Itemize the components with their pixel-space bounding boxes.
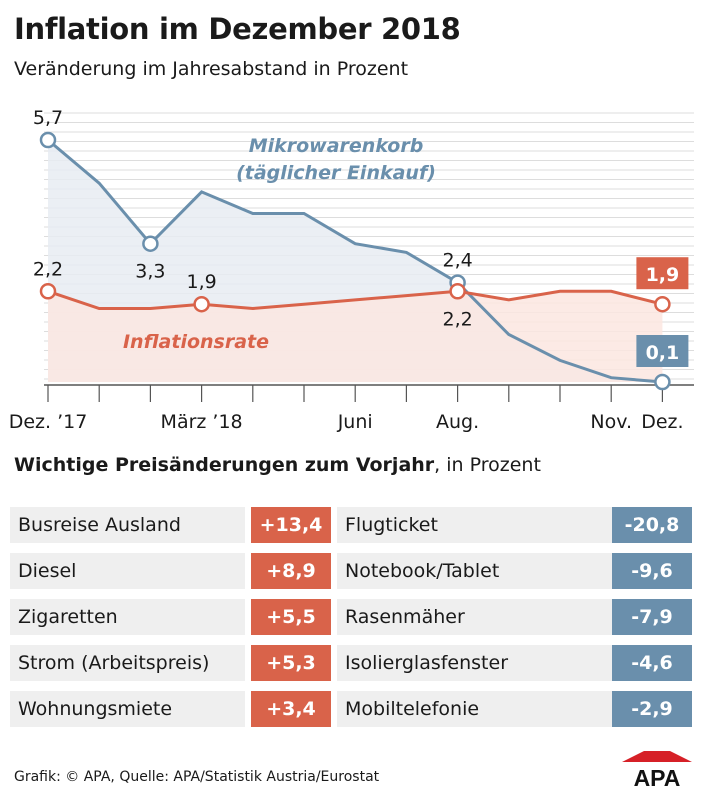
mikrowarenkorb-point-marker xyxy=(142,235,159,252)
inflationsrate-line xyxy=(47,289,663,311)
x-tick-label: Nov. xyxy=(590,411,632,433)
legend-mikrowarenkorb-sub: (täglicher Einkauf) xyxy=(236,162,436,184)
increase-row: Strom (Arbeitspreis) +5,3 xyxy=(10,645,331,681)
value-label: 2,4 xyxy=(442,250,472,272)
x-tick-label: Juni xyxy=(337,411,373,433)
increase-label: Diesel xyxy=(10,553,245,589)
inflationsrate-point-marker xyxy=(193,295,210,313)
legend-mikrowarenkorb: Mikrowarenkorb xyxy=(249,135,424,157)
increase-label: Strom (Arbeitspreis) xyxy=(10,645,245,681)
mikrowarenkorb-point-marker xyxy=(39,131,57,149)
price-changes-title: Wichtige Preisänderungen zum Vorjahr, in… xyxy=(14,454,541,476)
value-label: 0,1 xyxy=(646,342,680,364)
inflation-line-chart: Dez. ’17 März ’18 Juni Aug. Nov. Dez. 5,7 3,3 2… xyxy=(9,107,694,433)
increase-value: +8,9 xyxy=(251,553,331,589)
value-label: 1,9 xyxy=(186,271,216,293)
increase-row: Busreise Ausland +13,4 xyxy=(10,507,331,543)
increase-label: Wohnungsmiete xyxy=(10,691,245,727)
price-changes-title-rest: , in Prozent xyxy=(434,454,541,476)
decrease-row: Notebook/Tablet -9,6 xyxy=(337,553,692,589)
legend-inflationsrate: Inflationsrate xyxy=(123,331,269,353)
decrease-value: -7,9 xyxy=(612,599,692,635)
increase-row: Zigaretten +5,5 xyxy=(10,599,331,635)
increase-label: Busreise Ausland xyxy=(10,507,245,543)
x-tick-label: Dez. xyxy=(641,411,683,433)
decrease-value: -20,8 xyxy=(612,507,692,543)
value-label-box xyxy=(636,335,689,367)
increase-value: +13,4 xyxy=(251,507,331,543)
decrease-label: Mobiltelefonie xyxy=(337,691,617,727)
increase-label: Zigaretten xyxy=(10,599,245,635)
decrease-row: Rasenmäher -7,9 xyxy=(337,599,692,635)
value-label: 5,7 xyxy=(33,107,63,129)
apa-logo: APA xyxy=(622,751,692,789)
page-subtitle: Veränderung im Jahresabstand in Prozent xyxy=(14,58,409,80)
decrease-label: Notebook/Tablet xyxy=(337,553,617,589)
decrease-label: Isolierglasfenster xyxy=(337,645,617,681)
value-label: 2,2 xyxy=(442,308,472,330)
increase-row: Wohnungsmiete +3,4 xyxy=(10,691,331,727)
decrease-value: -4,6 xyxy=(612,645,692,681)
source-note: Grafik: © APA, Quelle: APA/Statistik Aus… xyxy=(14,769,380,785)
increase-value: +5,5 xyxy=(251,599,331,635)
apa-logo-text: APA xyxy=(634,765,681,789)
decrease-label: Flugticket xyxy=(337,507,617,543)
decrease-row: Flugticket -20,8 xyxy=(337,507,692,543)
increase-value: +3,4 xyxy=(251,691,331,727)
decrease-value: -2,9 xyxy=(612,691,692,727)
x-tick-label: Aug. xyxy=(436,411,479,433)
apa-logo-mark xyxy=(622,751,692,762)
x-tick-label: März ’18 xyxy=(161,411,243,433)
increase-value: +5,3 xyxy=(251,645,331,681)
page-title: Inflation im Dezember 2018 xyxy=(14,12,461,46)
value-label-box xyxy=(636,257,689,290)
inflationsrate-point-marker xyxy=(654,295,671,313)
value-label: 2,2 xyxy=(33,258,63,280)
inflationsrate-point-marker xyxy=(39,283,57,300)
decrease-row: Mobiltelefonie -2,9 xyxy=(337,691,692,727)
value-label: 1,9 xyxy=(646,264,680,286)
inflationsrate-point-marker xyxy=(449,283,466,300)
decrease-row: Isolierglasfenster -4,6 xyxy=(337,645,692,681)
price-changes-title-bold: Wichtige Preisänderungen zum Vorjahr xyxy=(14,454,435,476)
mikrowarenkorb-point-marker xyxy=(654,373,671,391)
increase-row: Diesel +8,9 xyxy=(10,553,331,589)
value-label: 3,3 xyxy=(135,261,165,283)
x-tick-label: Dez. ’17 xyxy=(9,411,88,433)
inflationsrate-area xyxy=(48,291,663,382)
decrease-value: -9,6 xyxy=(612,553,692,589)
decrease-label: Rasenmäher xyxy=(337,599,617,635)
